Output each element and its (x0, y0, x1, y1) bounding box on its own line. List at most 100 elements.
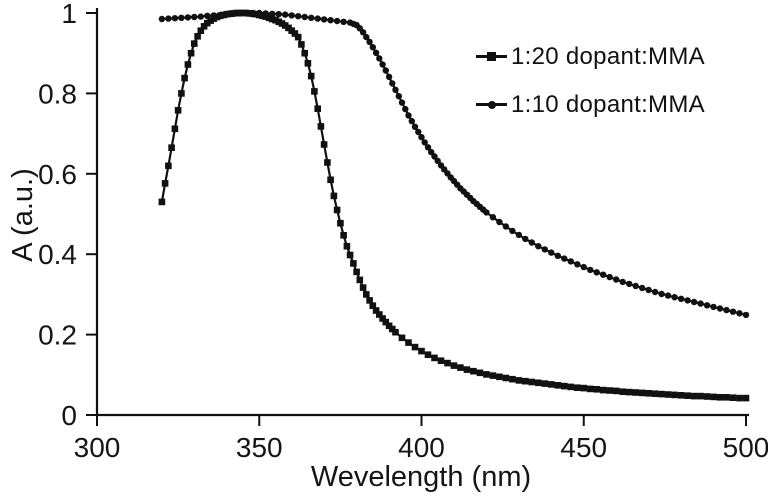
square-marker-icon (301, 49, 308, 57)
circle-marker-icon (489, 214, 497, 221)
square-marker-icon (625, 388, 633, 396)
circle-marker-icon (690, 298, 698, 306)
square-marker-icon (317, 123, 325, 130)
square-marker-icon (372, 307, 380, 314)
square-marker-icon (574, 384, 581, 391)
circle-marker-icon (580, 263, 587, 271)
square-marker-icon (522, 377, 529, 385)
circle-marker-icon (723, 306, 730, 314)
square-marker-icon (184, 61, 192, 68)
square-marker-icon (612, 387, 620, 395)
circle-marker-icon (314, 15, 321, 22)
square-marker-icon (346, 251, 354, 259)
square-marker-icon (298, 41, 305, 48)
circle-marker-icon (369, 44, 376, 51)
square-marker-icon (677, 392, 685, 399)
circle-marker-icon (528, 239, 535, 246)
square-marker-icon (314, 105, 321, 112)
circle-marker-icon (282, 11, 289, 18)
square-marker-icon (363, 291, 370, 298)
circle-marker-icon (243, 9, 250, 17)
circle-marker-icon (502, 223, 510, 230)
square-marker-icon (307, 72, 315, 80)
circle-marker-icon (398, 99, 406, 106)
circle-marker-icon (606, 273, 613, 281)
square-marker-icon (333, 206, 341, 214)
square-marker-icon (337, 219, 344, 227)
square-marker-icon (716, 394, 724, 401)
circle-marker-icon (392, 86, 399, 94)
circle-marker-icon (424, 144, 432, 151)
square-marker-icon (483, 371, 490, 378)
circle-marker-icon (408, 117, 415, 125)
square-marker-icon (487, 52, 496, 61)
square-marker-icon (324, 159, 331, 166)
square-marker-icon (343, 242, 351, 250)
circle-marker-icon (729, 308, 737, 315)
circle-marker-icon (382, 67, 389, 74)
square-marker-icon (489, 372, 497, 379)
circle-marker-icon (561, 255, 568, 262)
legend-label-1-10: 1:10 dopant:MMA (511, 90, 705, 118)
square-marker-icon (311, 88, 318, 95)
square-marker-icon (736, 394, 743, 402)
circle-marker-icon (658, 290, 665, 298)
circle-marker-icon (327, 17, 334, 24)
square-marker-icon (567, 383, 575, 391)
circle-marker-icon (639, 284, 646, 292)
square-marker-icon (619, 388, 626, 395)
circle-marker-icon (165, 15, 172, 22)
square-marker-icon (515, 377, 523, 384)
circle-marker-icon (703, 302, 711, 309)
y-tick-label: 0.2 (38, 320, 77, 351)
circle-marker-icon (522, 235, 529, 243)
circle-marker-icon (567, 258, 574, 265)
square-marker-icon (369, 302, 377, 309)
x-tick-label: 450 (560, 432, 607, 463)
square-marker-icon (359, 284, 367, 291)
square-marker-icon (658, 390, 665, 398)
y-tick-label: 0.4 (38, 239, 77, 270)
circle-marker-icon (389, 80, 396, 87)
square-marker-icon (729, 394, 737, 401)
circle-marker-icon (483, 209, 490, 216)
x-tick-label: 350 (236, 432, 283, 463)
y-tick-label: 0.6 (38, 159, 77, 190)
square-marker-icon (509, 375, 516, 383)
circle-marker-icon (548, 249, 555, 256)
square-marker-icon (171, 125, 179, 133)
circle-marker-icon (593, 269, 600, 276)
square-marker-icon (194, 33, 201, 40)
y-tick-label: 0 (61, 400, 77, 431)
square-marker-icon (664, 391, 672, 398)
circle-marker-icon (402, 105, 409, 113)
circle-marker-icon (671, 294, 678, 301)
circle-marker-icon (415, 128, 422, 136)
y-tick-label: 0.8 (38, 78, 77, 109)
square-marker-icon (437, 357, 445, 364)
circle-marker-icon (379, 61, 386, 68)
square-marker-icon (398, 334, 406, 342)
square-marker-icon (392, 328, 399, 336)
circle-marker-icon (742, 311, 750, 319)
circle-marker-icon (684, 297, 691, 304)
square-marker-icon (405, 339, 412, 346)
square-marker-icon (697, 392, 704, 400)
square-marker-icon (168, 144, 175, 151)
circle-marker-icon (697, 300, 704, 307)
circle-marker-icon (411, 123, 419, 130)
legend: 1:20 dopant:MMA 1:10 dopant:MMA (476, 40, 705, 121)
circle-marker-icon (428, 148, 435, 156)
square-marker-icon (187, 49, 195, 57)
circle-marker-icon (385, 73, 393, 81)
circle-marker-icon (395, 93, 402, 100)
circle-marker-icon (236, 10, 243, 17)
square-marker-icon (632, 389, 639, 396)
legend-label-1-20: 1:20 dopant:MMA (511, 42, 705, 70)
circle-marker-icon (372, 49, 380, 56)
square-marker-icon (158, 198, 166, 206)
circle-marker-icon (308, 14, 315, 21)
square-marker-icon (476, 369, 484, 377)
